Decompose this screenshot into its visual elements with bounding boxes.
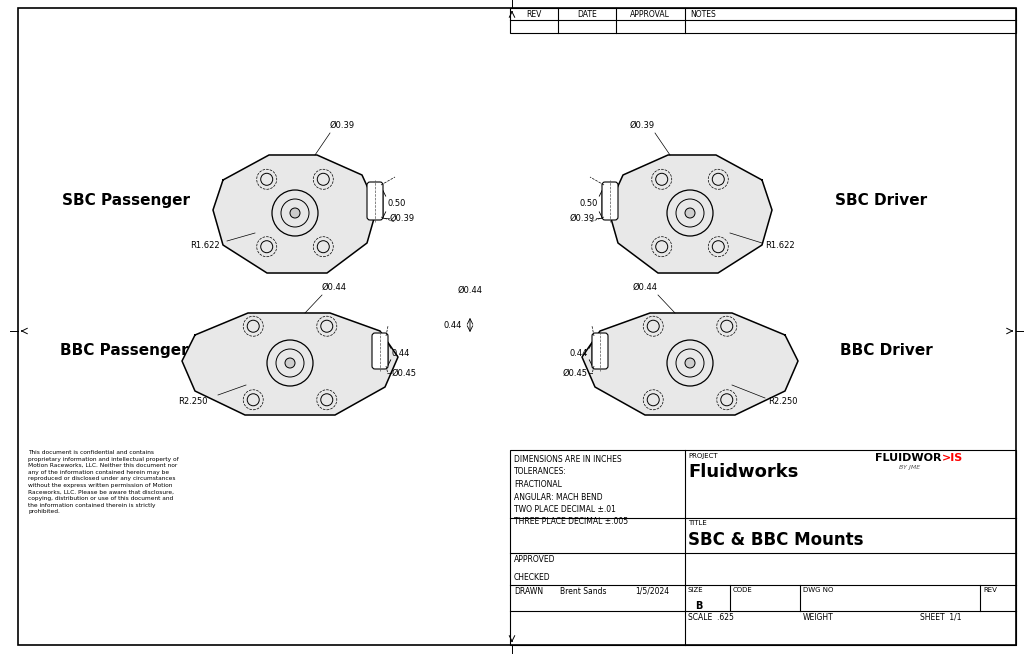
Text: DWG NO: DWG NO [803, 587, 834, 593]
Text: DIMENSIONS ARE IN INCHES
TOLERANCES:
FRACTIONAL
ANGULAR: MACH BEND
TWO PLACE DEC: DIMENSIONS ARE IN INCHES TOLERANCES: FRA… [514, 455, 628, 526]
Text: 0.44: 0.44 [392, 349, 411, 357]
Text: DATE: DATE [578, 9, 597, 19]
Text: Ø0.44: Ø0.44 [322, 283, 347, 292]
Text: Brent Sands: Brent Sands [560, 587, 606, 596]
Polygon shape [182, 313, 398, 415]
Text: Ø0.39: Ø0.39 [630, 121, 655, 130]
Circle shape [290, 208, 300, 218]
Text: APPROVED: APPROVED [514, 555, 555, 564]
FancyBboxPatch shape [372, 333, 388, 369]
Text: CHECKED: CHECKED [514, 573, 551, 582]
Text: 0.50: 0.50 [580, 198, 598, 208]
Text: R1.622: R1.622 [190, 241, 219, 249]
Text: WEIGHT: WEIGHT [803, 613, 834, 622]
Text: R2.250: R2.250 [178, 396, 208, 406]
Circle shape [685, 208, 695, 218]
Text: PROJECT: PROJECT [688, 453, 718, 459]
Text: BBC Passenger: BBC Passenger [60, 343, 188, 357]
Text: Fluidworks: Fluidworks [688, 463, 799, 481]
Text: B: B [695, 601, 702, 611]
Polygon shape [213, 155, 377, 273]
Text: Ø0.44: Ø0.44 [633, 283, 658, 292]
Text: 0.44: 0.44 [569, 349, 588, 357]
Text: 0.44: 0.44 [443, 320, 462, 330]
Text: APPROVAL: APPROVAL [630, 9, 670, 19]
Text: Ø0.45: Ø0.45 [392, 369, 417, 377]
Text: SCALE  .625: SCALE .625 [688, 613, 734, 622]
Text: TITLE: TITLE [688, 520, 707, 526]
Text: SBC Driver: SBC Driver [835, 192, 927, 208]
Text: NOTES: NOTES [690, 9, 716, 19]
Text: SBC & BBC Mounts: SBC & BBC Mounts [688, 531, 863, 549]
Text: SHEET  1/1: SHEET 1/1 [920, 613, 962, 622]
Text: DRAWN: DRAWN [514, 587, 543, 596]
FancyBboxPatch shape [602, 182, 618, 220]
Text: FLUIDWOR: FLUIDWOR [874, 453, 941, 463]
Text: 0.50: 0.50 [387, 198, 406, 208]
Text: SBC Passenger: SBC Passenger [62, 192, 190, 208]
Text: Ø0.45: Ø0.45 [563, 369, 588, 377]
Text: R2.250: R2.250 [768, 396, 798, 406]
FancyBboxPatch shape [592, 333, 608, 369]
Bar [510, 8, 1016, 33]
Text: R1.622: R1.622 [765, 241, 795, 249]
FancyBboxPatch shape [367, 182, 383, 220]
Text: REV: REV [526, 9, 542, 19]
Text: BY JME: BY JME [899, 465, 921, 470]
Polygon shape [608, 155, 772, 273]
Bar [510, 450, 1016, 645]
Text: Ø0.44: Ø0.44 [458, 286, 482, 295]
Circle shape [285, 358, 295, 368]
Text: >IS: >IS [942, 453, 964, 463]
Circle shape [685, 358, 695, 368]
Text: REV: REV [983, 587, 997, 593]
Text: Ø0.39: Ø0.39 [390, 213, 415, 223]
Text: SIZE: SIZE [688, 587, 703, 593]
Text: Ø0.39: Ø0.39 [330, 121, 355, 130]
Text: CODE: CODE [733, 587, 753, 593]
Text: Ø0.39: Ø0.39 [570, 213, 595, 223]
Text: 1/5/2024: 1/5/2024 [635, 587, 669, 596]
Text: This document is confidential and contains
proprietary information and intellect: This document is confidential and contai… [28, 450, 179, 514]
Polygon shape [582, 313, 798, 415]
Text: BBC Driver: BBC Driver [840, 343, 933, 357]
